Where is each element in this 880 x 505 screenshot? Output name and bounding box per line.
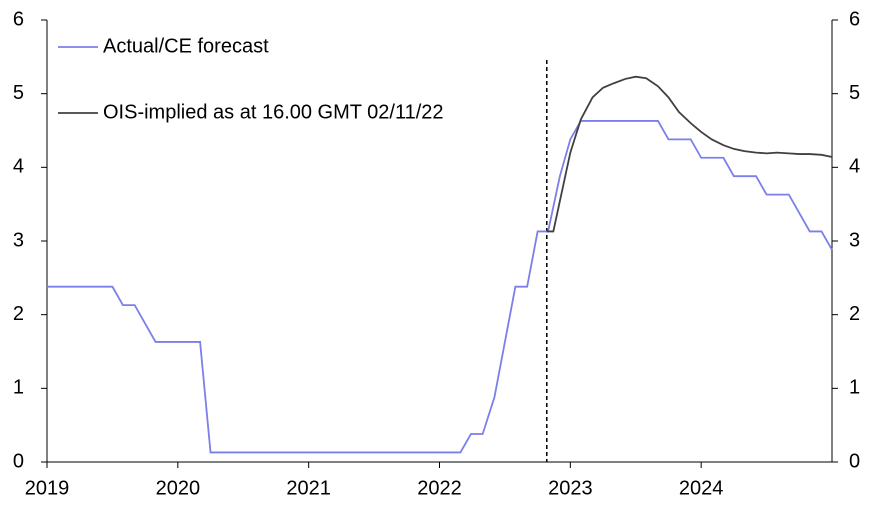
y2-tick-label: 3 xyxy=(849,229,860,251)
y-tick-label: 3 xyxy=(13,229,24,251)
series-line xyxy=(47,120,833,454)
x-tick-label: 2020 xyxy=(156,477,201,499)
legend-label: Actual/CE forecast xyxy=(103,35,269,57)
y2-tick-label: 2 xyxy=(849,303,860,325)
series-line xyxy=(546,75,833,233)
y-tick-label: 2 xyxy=(13,303,24,325)
y-tick-label: 0 xyxy=(13,450,24,472)
y-tick-label: 1 xyxy=(13,377,24,399)
x-tick-label: 2024 xyxy=(679,477,724,499)
legend-label: OIS-implied as at 16.00 GMT 02/11/22 xyxy=(103,101,444,123)
y2-tick-label: 6 xyxy=(849,8,860,30)
y-tick-label: 4 xyxy=(13,156,24,178)
x-tick-label: 2022 xyxy=(417,477,462,499)
y2-tick-label: 4 xyxy=(849,156,860,178)
x-tick-label: 2019 xyxy=(25,477,70,499)
y2-tick-label: 5 xyxy=(849,82,860,104)
x-tick-label: 2021 xyxy=(286,477,331,499)
y-tick-label: 5 xyxy=(13,82,24,104)
y2-tick-label: 1 xyxy=(849,377,860,399)
x-tick-label: 2023 xyxy=(548,477,593,499)
y-tick-label: 6 xyxy=(13,8,24,30)
y2-tick-label: 0 xyxy=(849,450,860,472)
